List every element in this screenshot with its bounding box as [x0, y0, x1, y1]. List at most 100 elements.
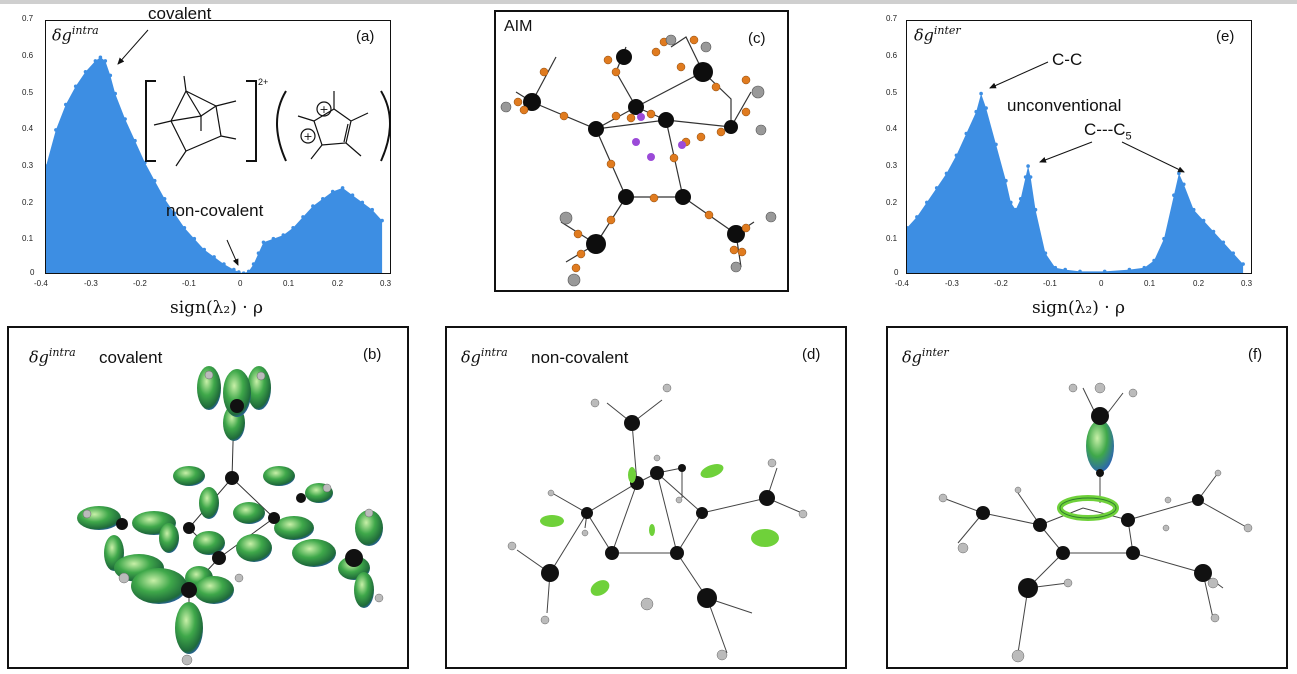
c-panel-tag: (c) [748, 30, 766, 47]
e-ytick: 0.3 [886, 161, 898, 170]
a-xtick: -0.4 [34, 279, 48, 288]
scatter-point [1102, 269, 1107, 273]
scatter-point [1004, 178, 1008, 183]
scatter-point [1043, 251, 1048, 255]
d-symbol-base: δg [461, 347, 481, 367]
scatter-point [241, 271, 246, 273]
e-xlabel: sign(λ₂) · ρ [1032, 298, 1126, 318]
e-xtick: -0.3 [945, 279, 959, 288]
e-scatter-svg [907, 91, 1245, 273]
scatter-point [172, 211, 177, 216]
f-inter-isosurface [938, 382, 1253, 663]
e-symbol-sup: inter [933, 24, 961, 37]
scatter-point [925, 200, 929, 205]
top-border [0, 0, 1297, 4]
d-noncovalent-isosurface [507, 383, 808, 661]
scatter-point [222, 262, 226, 266]
a-symbol-base: δg [52, 25, 72, 45]
scatter-point [1142, 265, 1147, 270]
e-xtick: -0.2 [994, 279, 1008, 288]
scatter-point [1033, 207, 1038, 212]
scatter-point [1177, 171, 1181, 176]
scatter-point [1191, 207, 1196, 212]
a-plot-area: + + [45, 20, 391, 274]
scatter-point [237, 270, 241, 273]
scatter-point [64, 102, 68, 107]
scatter-point [251, 262, 256, 266]
scatter-point [182, 226, 187, 230]
scatter-point [954, 153, 959, 158]
scatter-point [1182, 182, 1186, 187]
a-ytick: 0.1 [22, 234, 34, 243]
e-symbol-base: δg [914, 25, 934, 45]
a-scatter-svg [46, 55, 384, 273]
e-ytick: 0.6 [886, 51, 898, 60]
e-xtick: 0.2 [1193, 279, 1205, 288]
a-ytick: 0.4 [22, 124, 34, 133]
scatter-point [212, 255, 216, 259]
scatter-point [1018, 197, 1023, 201]
scatter-point [301, 215, 305, 219]
scatter-point [907, 226, 909, 230]
scatter-point [1211, 229, 1216, 234]
b-panel-tag: (b) [363, 346, 382, 363]
b-symbol: δgintra [29, 346, 76, 366]
c-title: AIM [504, 18, 533, 35]
d-symbol: δgintra [461, 346, 508, 366]
scatter-point [1201, 218, 1206, 223]
scatter-point [133, 138, 137, 143]
e-ytick: 0.5 [886, 88, 898, 97]
a-xtick: 0.2 [332, 279, 344, 288]
b-symbol-sup: intra [48, 346, 76, 359]
scatter-point [123, 117, 127, 121]
scatter-point [350, 193, 355, 197]
c-aim-molecule [500, 34, 777, 287]
a-ytick: 0.6 [22, 51, 34, 60]
scatter-point [1127, 267, 1132, 272]
scatter-point [93, 59, 98, 63]
panel-d: δgintra non-covalent (d) [445, 326, 847, 669]
e-xtick: 0 [1099, 279, 1104, 288]
a-xtick: 0.3 [380, 279, 392, 288]
e-ytick: 0.4 [886, 124, 898, 133]
scatter-point [1162, 236, 1166, 241]
e-ytick: 0.2 [886, 198, 898, 207]
scatter-point [281, 233, 286, 237]
a-ytick: 0 [30, 268, 35, 277]
scatter-point [1023, 175, 1028, 179]
scatter-point [162, 197, 167, 201]
svg-text:+: + [319, 103, 328, 116]
d-symbol-sup: intra [480, 346, 508, 359]
scatter-point [246, 269, 251, 273]
scatter-point [261, 240, 266, 245]
scatter-point [944, 171, 949, 176]
scatter-point [1053, 265, 1058, 270]
e-ytick: 0.7 [886, 14, 898, 23]
a-ytick: 0.3 [22, 161, 34, 170]
a-symbol: δgintra [52, 24, 99, 44]
scatter-point [915, 215, 919, 219]
scatter-point [232, 267, 236, 272]
scatter-point [330, 189, 335, 194]
e-label-cc: C-C [1052, 50, 1083, 69]
panel-c: AIM (c) [494, 10, 789, 292]
scatter-point [974, 109, 978, 114]
a-xtick: 0.1 [283, 279, 295, 288]
scatter-point [934, 186, 939, 190]
scatter-point [1152, 258, 1156, 263]
b-label: covalent [99, 348, 163, 367]
a-label-noncovalent: non-covalent [166, 201, 264, 220]
e-xtick: -0.1 [1043, 279, 1057, 288]
e-label-cc5: C---C5 [1084, 120, 1132, 142]
e-xtick: 0.1 [1144, 279, 1156, 288]
scatter-point [73, 84, 78, 89]
e-symbol: δginter [914, 24, 961, 44]
scatter-point [1172, 193, 1176, 197]
a-xtick: 0 [238, 279, 243, 288]
scatter-point [192, 236, 197, 241]
scatter-point [1009, 200, 1013, 205]
density-envelope-a [46, 57, 383, 273]
d-panel-tag: (d) [802, 346, 821, 363]
a-ytick: 0.2 [22, 198, 34, 207]
svg-text:+: + [303, 130, 312, 143]
